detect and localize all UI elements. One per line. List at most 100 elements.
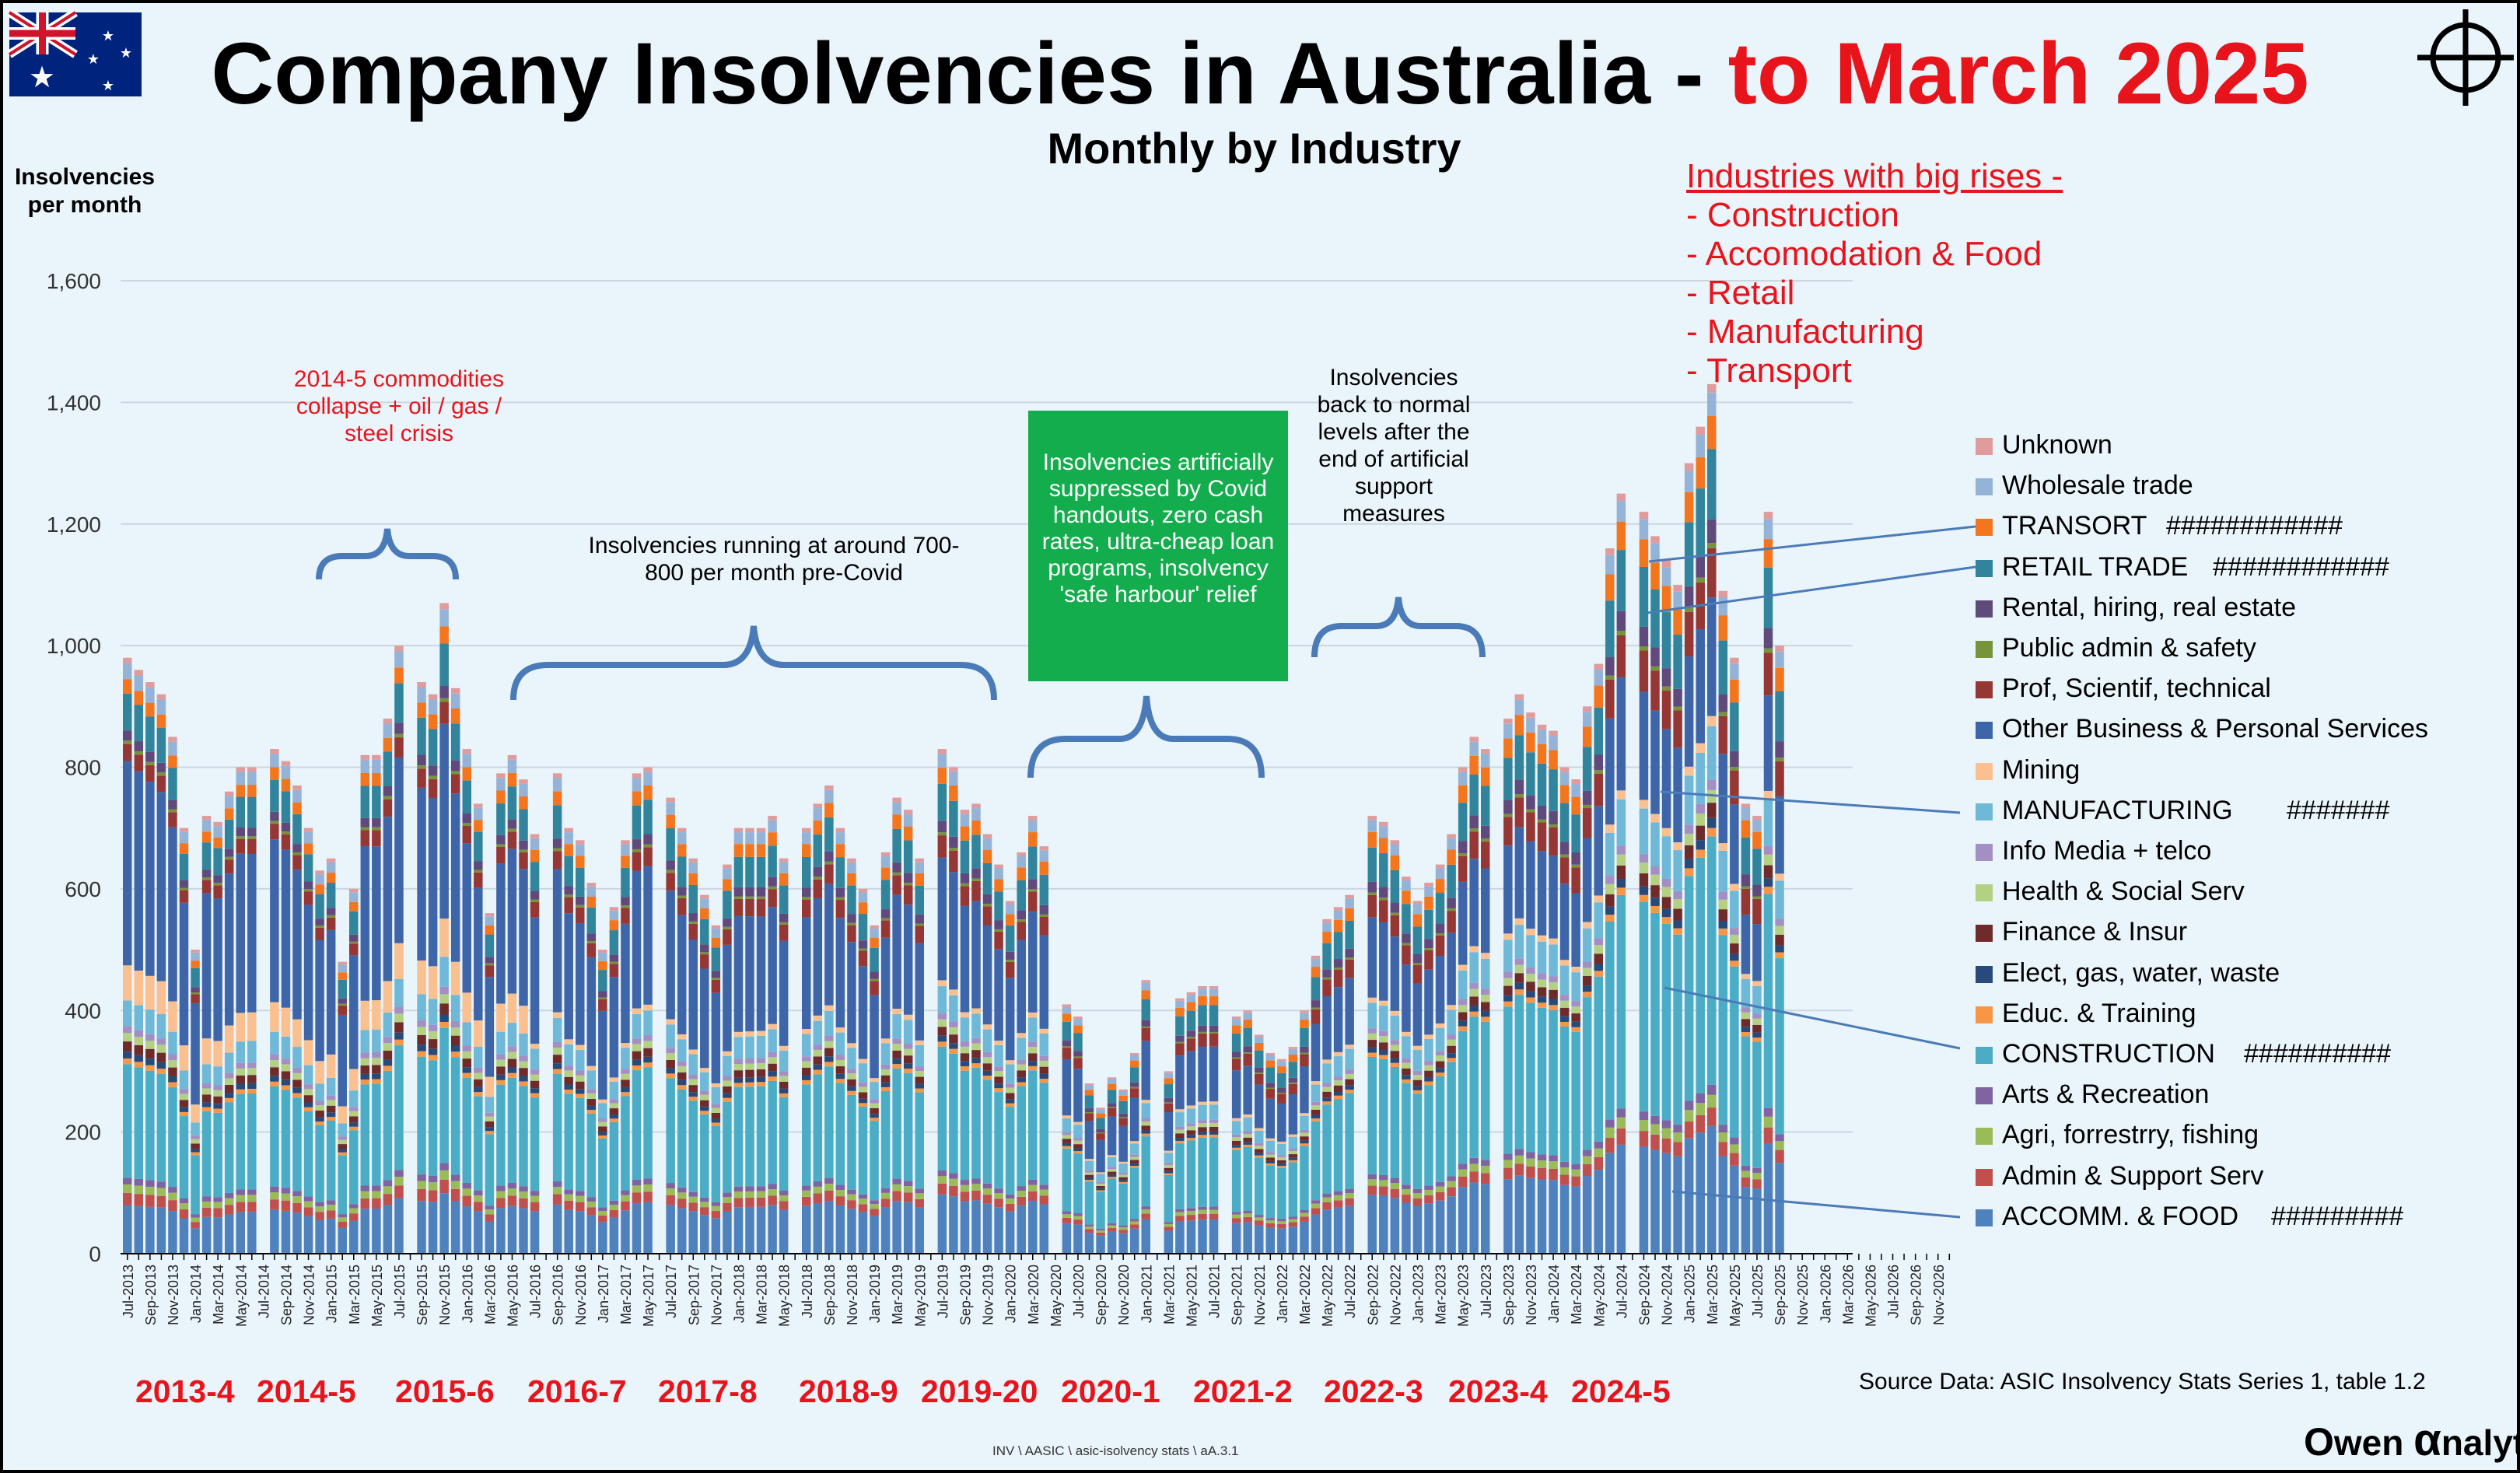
bar-segment <box>1412 983 1423 1046</box>
bar-segment <box>134 1062 144 1068</box>
bar-segment <box>1673 928 1682 935</box>
bar-segment <box>1481 825 1490 839</box>
bar-segment <box>281 1036 291 1059</box>
bar-segment <box>1265 1089 1276 1099</box>
bar-segment <box>1469 1182 1479 1254</box>
bar-stack <box>1073 1016 1083 1254</box>
bar-segment <box>1164 1165 1174 1168</box>
bar-segment <box>1696 577 1705 583</box>
bar-segment <box>224 848 234 857</box>
bar-segment <box>994 868 1003 880</box>
bar-segment <box>1594 773 1603 806</box>
bar-segment <box>383 1037 393 1044</box>
bar-segment <box>1084 1170 1094 1173</box>
bar-segment <box>576 907 585 923</box>
bar-segment <box>960 873 970 883</box>
bar-segment <box>394 757 404 943</box>
bar-segment <box>496 1054 506 1060</box>
bar-segment <box>394 1170 404 1177</box>
bar-segment <box>1164 1103 1174 1112</box>
bar-segment <box>1639 808 1649 855</box>
bar-segment <box>1514 989 1524 995</box>
bar-segment <box>485 957 495 964</box>
bar-segment <box>270 1192 279 1200</box>
bar-segment <box>1684 868 1694 876</box>
bar-segment <box>1118 1125 1128 1162</box>
bar-segment <box>576 896 585 905</box>
bar-segment <box>507 828 517 832</box>
bar-segment <box>315 1061 324 1084</box>
bar-segment <box>1402 1062 1411 1069</box>
bar-segment <box>338 1149 347 1153</box>
bar-segment <box>1616 845 1626 855</box>
bar-segment <box>326 1100 336 1106</box>
bar-segment <box>417 960 426 995</box>
bar-segment <box>711 1211 721 1219</box>
bar-segment <box>326 1218 336 1254</box>
bar-stack <box>394 646 404 1254</box>
bar-segment <box>530 1211 540 1254</box>
bar-segment <box>1616 631 1626 635</box>
bar-segment <box>564 827 573 833</box>
bar-segment <box>1390 912 1400 915</box>
bar-segment <box>450 1027 460 1036</box>
bar-segment <box>733 1064 744 1071</box>
bar-segment <box>1322 1209 1332 1254</box>
bar-segment <box>360 754 370 760</box>
bar-segment <box>802 899 811 918</box>
bar-stack <box>1718 590 1728 1254</box>
legend-item: Unknown <box>1976 429 2112 460</box>
bar-segment <box>1311 1081 1321 1085</box>
bar-segment <box>1661 567 1671 586</box>
bar-segment <box>609 1209 619 1218</box>
bar-segment <box>1096 1128 1105 1133</box>
bar-segment <box>688 921 698 924</box>
bar-segment <box>1175 1043 1185 1056</box>
bar-segment <box>1582 928 1592 962</box>
bar-segment <box>1186 1130 1196 1135</box>
bar-segment <box>1017 922 1026 940</box>
bar-segment <box>247 1041 257 1063</box>
bar-segment <box>1503 1179 1513 1254</box>
bar-segment <box>1005 1087 1015 1093</box>
bar-segment <box>1231 1025 1241 1034</box>
bar-segment <box>1311 955 1321 959</box>
bar-segment <box>1752 831 1762 849</box>
bar-segment <box>372 1208 381 1254</box>
bar-segment <box>700 1197 709 1202</box>
legend-swatch <box>1976 762 1993 780</box>
bar-segment <box>982 1063 992 1071</box>
bar-segment <box>1718 1125 1728 1133</box>
bar-segment <box>688 923 698 940</box>
bar-segment <box>247 853 257 1013</box>
bar-segment <box>1005 951 1015 960</box>
bar-segment <box>1594 902 1603 939</box>
bar-segment <box>123 663 132 680</box>
x-tick-label: Nov-2013 <box>166 1265 181 1325</box>
bar-segment <box>349 1116 359 1123</box>
bar-segment <box>191 1122 200 1136</box>
bar-segment <box>474 861 483 870</box>
bar-segment <box>303 1111 313 1197</box>
bar-segment <box>1209 995 1219 1006</box>
bar-segment <box>824 1184 834 1191</box>
bar-segment <box>1367 820 1377 832</box>
bar-segment <box>1017 1205 1026 1254</box>
bar-segment <box>723 1202 732 1212</box>
bar-segment <box>937 835 947 858</box>
bar-segment <box>1141 999 1150 1020</box>
x-tick-label: Jul-2013 <box>121 1265 136 1318</box>
bars <box>123 383 1784 1254</box>
bar-segment <box>677 1085 687 1090</box>
bar-segment <box>1345 948 1354 958</box>
bar-segment <box>994 1198 1003 1208</box>
bar-segment <box>439 1014 449 1023</box>
bar-segment <box>1559 965 1570 995</box>
bar-segment <box>1255 1128 1264 1131</box>
source-note: Source Data: ASIC Insolvency Stats Serie… <box>1859 1369 2426 1394</box>
title-main: Company Insolvencies in Australia - <box>211 25 1728 122</box>
bar-segment <box>813 897 823 1016</box>
bar-segment <box>1594 707 1603 755</box>
bar-segment <box>858 950 868 967</box>
bar-segment <box>450 709 460 724</box>
